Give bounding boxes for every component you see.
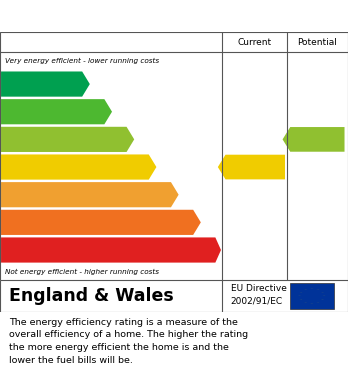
Polygon shape [1, 99, 112, 124]
Polygon shape [218, 155, 285, 179]
Text: 80: 80 [311, 133, 331, 146]
Text: Very energy efficient - lower running costs: Very energy efficient - lower running co… [5, 58, 159, 65]
Text: The energy efficiency rating is a measure of the
overall efficiency of a home. T: The energy efficiency rating is a measur… [9, 317, 248, 365]
Text: (21-38): (21-38) [4, 219, 30, 226]
Text: E: E [168, 188, 177, 202]
Text: Potential: Potential [298, 38, 337, 47]
Text: (81-91): (81-91) [4, 108, 30, 115]
Polygon shape [1, 182, 179, 207]
Text: A: A [78, 77, 89, 91]
Polygon shape [1, 72, 90, 97]
Polygon shape [1, 237, 221, 263]
Text: B: B [101, 105, 111, 119]
Text: (1-20): (1-20) [4, 247, 25, 253]
Polygon shape [1, 154, 156, 179]
Bar [290, 283, 334, 309]
Polygon shape [283, 127, 345, 152]
Text: F: F [190, 215, 199, 230]
Text: 59: 59 [249, 160, 268, 174]
Text: (55-68): (55-68) [4, 164, 30, 170]
Text: (69-80): (69-80) [4, 136, 30, 143]
Text: G: G [209, 243, 220, 257]
Text: Not energy efficient - higher running costs: Not energy efficient - higher running co… [5, 269, 159, 275]
Polygon shape [1, 127, 134, 152]
Text: Current: Current [237, 38, 271, 47]
Text: Energy Efficiency Rating: Energy Efficiency Rating [9, 9, 230, 23]
Text: (39-54): (39-54) [4, 192, 30, 198]
Polygon shape [1, 210, 201, 235]
Text: D: D [144, 160, 156, 174]
Text: (92-100): (92-100) [4, 81, 34, 87]
Text: C: C [123, 133, 133, 146]
Text: EU Directive
2002/91/EC: EU Directive 2002/91/EC [231, 283, 287, 305]
Text: England & Wales: England & Wales [9, 287, 173, 305]
